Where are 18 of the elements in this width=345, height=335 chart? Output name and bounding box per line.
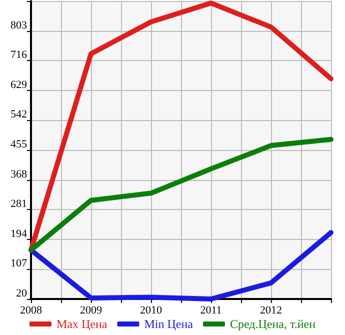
y-tick-label: 20 — [16, 288, 28, 300]
y-tick-label: 194 — [10, 228, 28, 240]
y-tick-label: 107 — [10, 258, 28, 270]
y-tick-label: 368 — [10, 168, 28, 180]
x-tick-label: 2012 — [260, 304, 282, 316]
y-tick-label: 803 — [10, 19, 28, 32]
y-tick-label: 629 — [10, 78, 28, 91]
y-tick-label: 542 — [10, 108, 27, 121]
legend-label: Max Цена — [56, 317, 108, 331]
x-tick-label: 2010 — [140, 304, 162, 316]
x-tick-label: 2011 — [200, 304, 222, 316]
y-tick-label: 455 — [10, 138, 28, 150]
x-tick-label: 2008 — [20, 304, 42, 316]
y-tick-label: 716 — [10, 49, 28, 62]
legend-label: Сред.Цена, т.йен — [230, 317, 316, 331]
legend-label: Min Цена — [144, 317, 194, 331]
x-tick-label: 2009 — [80, 304, 102, 316]
y-tick-label: 281 — [10, 198, 27, 210]
